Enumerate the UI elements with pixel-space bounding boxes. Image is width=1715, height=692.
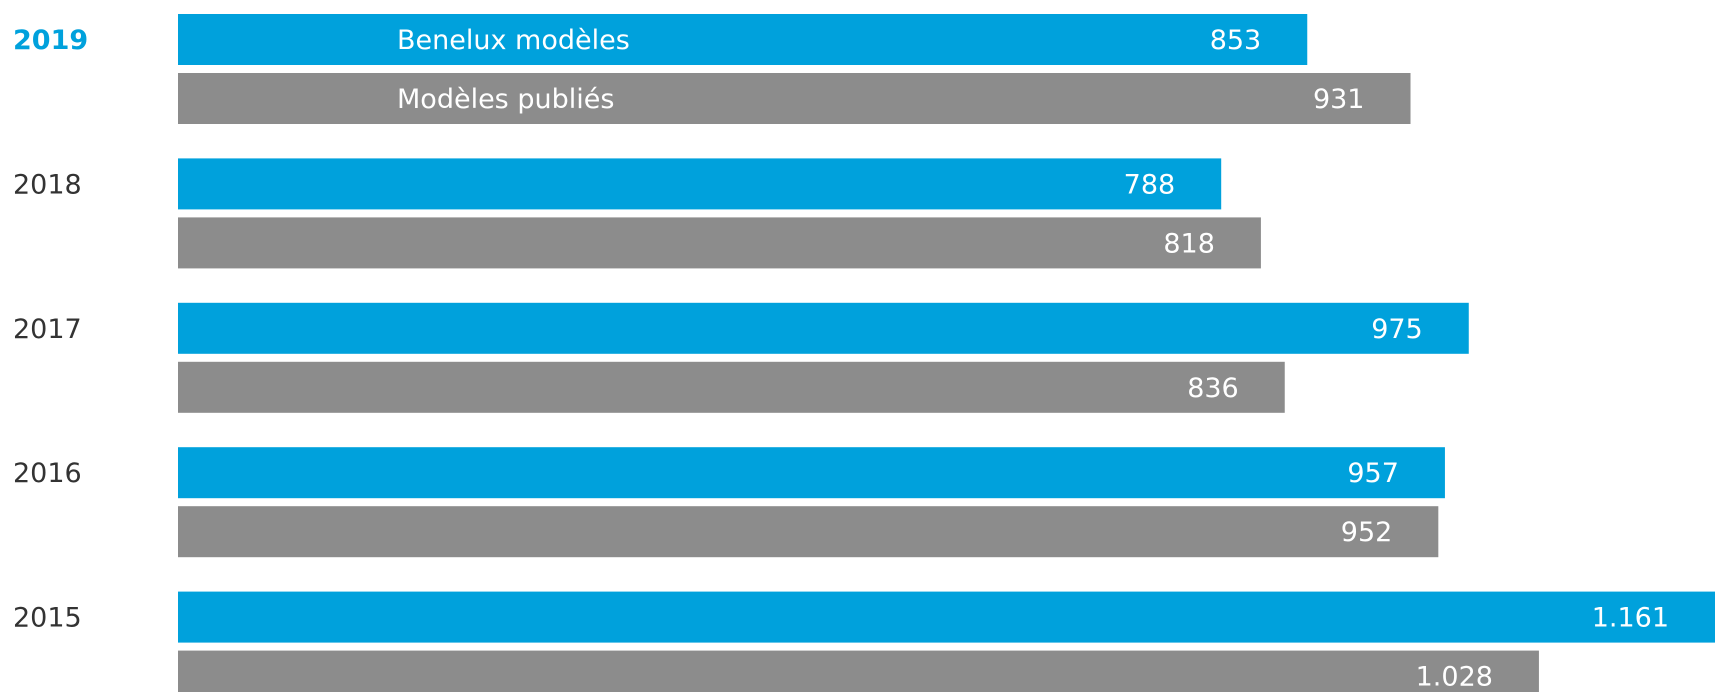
category-label: 2019: [13, 25, 88, 56]
value-label: 818: [1163, 228, 1215, 259]
value-label: 1.161: [1592, 603, 1669, 634]
category-label: 2018: [13, 169, 82, 200]
bar: [178, 73, 1411, 124]
bar: [178, 650, 1539, 692]
category-label: 2016: [13, 458, 82, 489]
bar: [178, 506, 1439, 558]
legend-label: Modèles publiés: [397, 84, 614, 115]
bar: [178, 302, 1469, 354]
value-label: 957: [1347, 458, 1399, 489]
value-label: 1.028: [1416, 662, 1493, 692]
bar: [178, 14, 1308, 65]
value-label: 853: [1210, 25, 1262, 56]
category-label: 2015: [13, 603, 82, 634]
bar: [178, 361, 1285, 413]
legend-label: Benelux modèles: [397, 25, 630, 56]
value-label: 788: [1124, 169, 1176, 200]
value-label: 952: [1341, 517, 1393, 548]
bar: [178, 158, 1222, 210]
category-label: 2017: [13, 314, 82, 345]
value-label: 975: [1371, 314, 1423, 345]
value-label: 931: [1313, 84, 1365, 115]
bar: [178, 217, 1261, 269]
bar: [178, 447, 1445, 499]
value-label: 836: [1187, 373, 1239, 404]
bar: [178, 591, 1715, 643]
